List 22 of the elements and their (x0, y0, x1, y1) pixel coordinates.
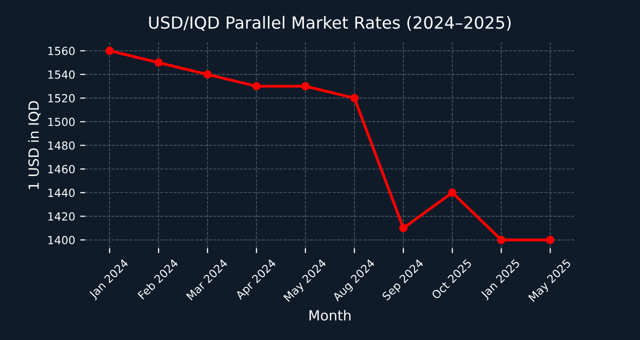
point (399, 224, 408, 232)
chart-title: USD/IQD Parallel Market Rates (2024–2025) (149, 16, 511, 31)
point (203, 70, 212, 79)
y-axis-title: 1 USD in IQD (28, 101, 40, 189)
point (105, 46, 114, 55)
point (252, 82, 261, 90)
point (350, 94, 359, 102)
point (497, 236, 506, 244)
y-tick-label: 1480 (48, 141, 75, 150)
y-tick-label: 1520 (48, 94, 75, 102)
y-tick-label: 1440 (48, 188, 75, 198)
x-axis-title: Month (310, 310, 351, 321)
y-tick-label: 1420 (48, 212, 75, 221)
y-tick-label: 1460 (48, 164, 75, 174)
point (448, 188, 456, 197)
point (546, 236, 554, 244)
y-tick-label: 1400 (48, 236, 75, 244)
point (301, 82, 310, 90)
y-tick-label: 1500 (48, 118, 75, 126)
y-tick-label: 1560 (48, 46, 75, 56)
y-tick-label: 1540 (48, 70, 75, 79)
point (154, 58, 163, 67)
